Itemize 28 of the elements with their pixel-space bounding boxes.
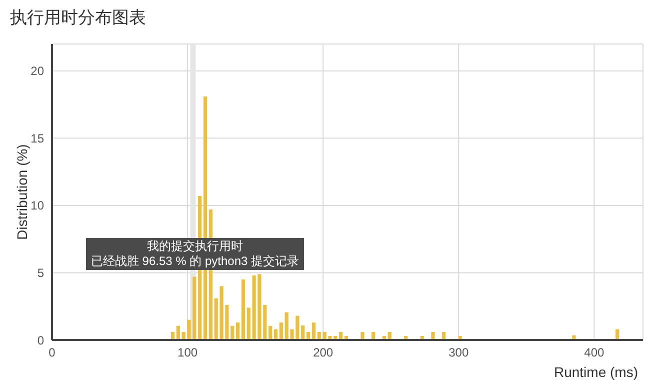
bar bbox=[431, 332, 435, 340]
x-tick-label: 300 bbox=[448, 346, 469, 360]
bar bbox=[176, 326, 180, 340]
y-tick-label: 15 bbox=[30, 131, 44, 146]
y-tick-label: 10 bbox=[30, 198, 44, 213]
annotation: 已经战胜 96.53 % 的 python3 提交记录 bbox=[90, 254, 300, 269]
y-axis-title: Distribution (%) bbox=[14, 144, 30, 240]
bar bbox=[360, 332, 364, 340]
bar bbox=[230, 326, 234, 340]
bar bbox=[301, 325, 305, 340]
x-tick-label: 0 bbox=[48, 346, 56, 360]
x-tick-label: 200 bbox=[313, 346, 334, 360]
annotation: 我的提交执行用时 bbox=[146, 239, 244, 254]
bar bbox=[268, 326, 272, 340]
bar bbox=[246, 308, 250, 340]
y-tick-label: 20 bbox=[30, 64, 44, 78]
y-tick-label: 5 bbox=[37, 266, 44, 280]
bar bbox=[274, 329, 278, 340]
bar bbox=[236, 322, 240, 340]
bar bbox=[616, 329, 620, 340]
y-tick-label: 0 bbox=[37, 333, 44, 348]
x-tick-label: 400 bbox=[584, 346, 605, 360]
x-tick-label: 100 bbox=[178, 346, 198, 360]
bar bbox=[312, 322, 316, 340]
chart-title: 执行用时分布图表 bbox=[10, 7, 146, 29]
bar bbox=[279, 322, 283, 340]
bar bbox=[241, 279, 246, 340]
x-axis-title: Runtime (ms) bbox=[554, 364, 638, 380]
